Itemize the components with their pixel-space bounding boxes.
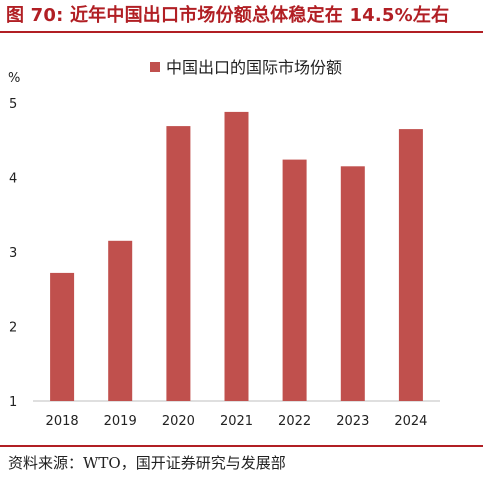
y-axis-unit: % — [8, 71, 20, 86]
figure-title: 图 70: 近年中国出口市场份额总体稳定在 14.5%左右 — [6, 5, 450, 26]
bar-2018 — [50, 272, 75, 401]
x-tick-label: 2024 — [394, 414, 427, 429]
legend-label: 中国出口的国际市场份额 — [166, 58, 342, 77]
bar-2024 — [398, 129, 423, 401]
x-tick-label: 2021 — [220, 414, 253, 429]
figure-header: 图 70: 近年中国出口市场份额总体稳定在 14.5%左右 — [0, 0, 483, 33]
bar-2019 — [108, 240, 133, 401]
y-tick-label: 3 — [9, 246, 17, 261]
x-tick-label: 2019 — [104, 414, 137, 429]
bar-2021 — [224, 111, 249, 402]
y-axis: % 1 2 3 4 5 — [8, 71, 20, 410]
x-tick-label: 2022 — [278, 414, 311, 429]
legend: 中国出口的国际市场份额 — [150, 58, 342, 77]
x-axis: 2018 2019 2020 2021 2022 2023 2024 — [33, 400, 440, 429]
bar-2022 — [282, 159, 307, 401]
figure-footer: 资料来源：WTO，国开证券研究与发展部 — [0, 445, 483, 477]
y-tick-label: 2 — [9, 321, 17, 336]
legend-swatch — [150, 62, 160, 72]
source-note: 资料来源：WTO，国开证券研究与发展部 — [8, 454, 286, 472]
y-tick-label: 4 — [9, 172, 17, 187]
bar-2020 — [166, 126, 191, 401]
y-tick-label: 5 — [9, 97, 17, 112]
bars — [50, 111, 423, 402]
bar-2023 — [340, 166, 365, 401]
x-tick-label: 2023 — [336, 414, 369, 429]
x-tick-label: 2020 — [162, 414, 195, 429]
chart-area: 中国出口的国际市场份额 % 1 2 3 4 5 2018 2019 2020 2021 2022 2… — [0, 50, 483, 440]
x-tick-label: 2018 — [46, 414, 79, 429]
y-tick-label: 1 — [9, 395, 17, 410]
